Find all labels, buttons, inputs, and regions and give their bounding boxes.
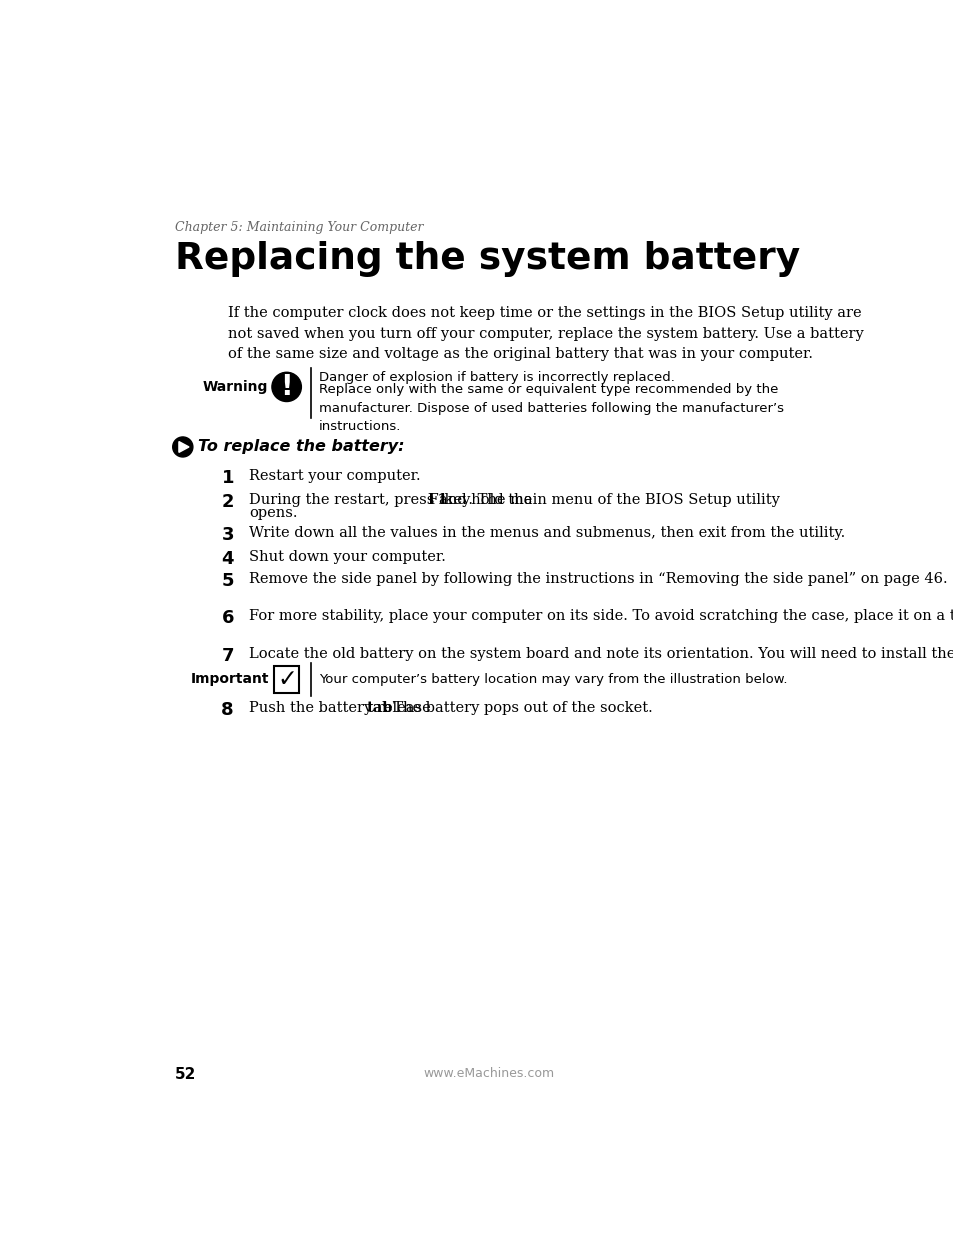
Text: Important: Important xyxy=(191,673,270,687)
Text: Shut down your computer.: Shut down your computer. xyxy=(249,550,446,564)
Text: Restart your computer.: Restart your computer. xyxy=(249,468,420,483)
Text: To replace the battery:: To replace the battery: xyxy=(198,440,404,454)
Text: F1: F1 xyxy=(427,493,448,508)
Text: key. The main menu of the BIOS Setup utility: key. The main menu of the BIOS Setup uti… xyxy=(439,493,779,508)
Text: For more stability, place your computer on its side. To avoid scratching the cas: For more stability, place your computer … xyxy=(249,609,953,622)
Text: 1: 1 xyxy=(221,468,233,487)
Text: 2: 2 xyxy=(221,493,233,511)
Circle shape xyxy=(272,372,301,401)
Text: Remove the side panel by following the instructions in “Removing the side panel”: Remove the side panel by following the i… xyxy=(249,572,947,585)
Text: Your computer’s battery location may vary from the illustration below.: Your computer’s battery location may var… xyxy=(319,673,787,687)
Text: 52: 52 xyxy=(174,1067,196,1082)
FancyBboxPatch shape xyxy=(274,666,298,693)
Text: Replace only with the same or equivalent type recommended by the
manufacturer. D: Replace only with the same or equivalent… xyxy=(319,383,783,433)
Text: Warning: Warning xyxy=(202,380,268,394)
Text: 3: 3 xyxy=(221,526,233,543)
Text: !: ! xyxy=(280,373,293,401)
Text: 5: 5 xyxy=(221,572,233,589)
Text: opens.: opens. xyxy=(249,506,297,520)
Text: During the restart, press and hold the: During the restart, press and hold the xyxy=(249,493,537,508)
Text: Chapter 5: Maintaining Your Computer: Chapter 5: Maintaining Your Computer xyxy=(174,221,423,235)
Text: . The battery pops out of the socket.: . The battery pops out of the socket. xyxy=(384,701,652,715)
Text: Write down all the values in the menus and submenus, then exit from the utility.: Write down all the values in the menus a… xyxy=(249,526,844,540)
Text: 6: 6 xyxy=(221,609,233,626)
Text: If the computer clock does not keep time or the settings in the BIOS Setup utili: If the computer clock does not keep time… xyxy=(228,306,862,362)
Text: Danger of explosion if battery is incorrectly replaced.: Danger of explosion if battery is incorr… xyxy=(319,370,675,384)
Text: ✓: ✓ xyxy=(277,667,297,692)
Text: Locate the old battery on the system board and note its orientation. You will ne: Locate the old battery on the system boa… xyxy=(249,647,953,661)
Text: 4: 4 xyxy=(221,550,233,568)
Text: 7: 7 xyxy=(221,647,233,666)
Polygon shape xyxy=(179,442,189,452)
Text: Push the battery release: Push the battery release xyxy=(249,701,436,715)
Text: www.eMachines.com: www.eMachines.com xyxy=(423,1067,554,1079)
Text: tab: tab xyxy=(366,701,393,715)
Text: Replacing the system battery: Replacing the system battery xyxy=(174,241,800,277)
Circle shape xyxy=(172,437,193,457)
Text: 8: 8 xyxy=(221,701,233,719)
